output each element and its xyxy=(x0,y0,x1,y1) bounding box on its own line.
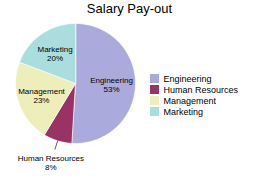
svg-text:Marketing20%: Marketing20% xyxy=(37,45,72,63)
html-text:Salary Pay-out: Salary Pay-out xyxy=(86,1,173,16)
html-text:Marketing: Marketing xyxy=(163,106,203,117)
html-text:Management: Management xyxy=(163,95,216,106)
html-text:Engineering: Engineering xyxy=(163,73,212,84)
svg-text:Human Resources8%: Human Resources8% xyxy=(18,154,84,172)
svg-text:Management23%: Management23% xyxy=(18,87,65,105)
html-text:Human Resources: Human Resources xyxy=(163,84,238,95)
svg-text:Engineering53%: Engineering53% xyxy=(90,76,133,94)
